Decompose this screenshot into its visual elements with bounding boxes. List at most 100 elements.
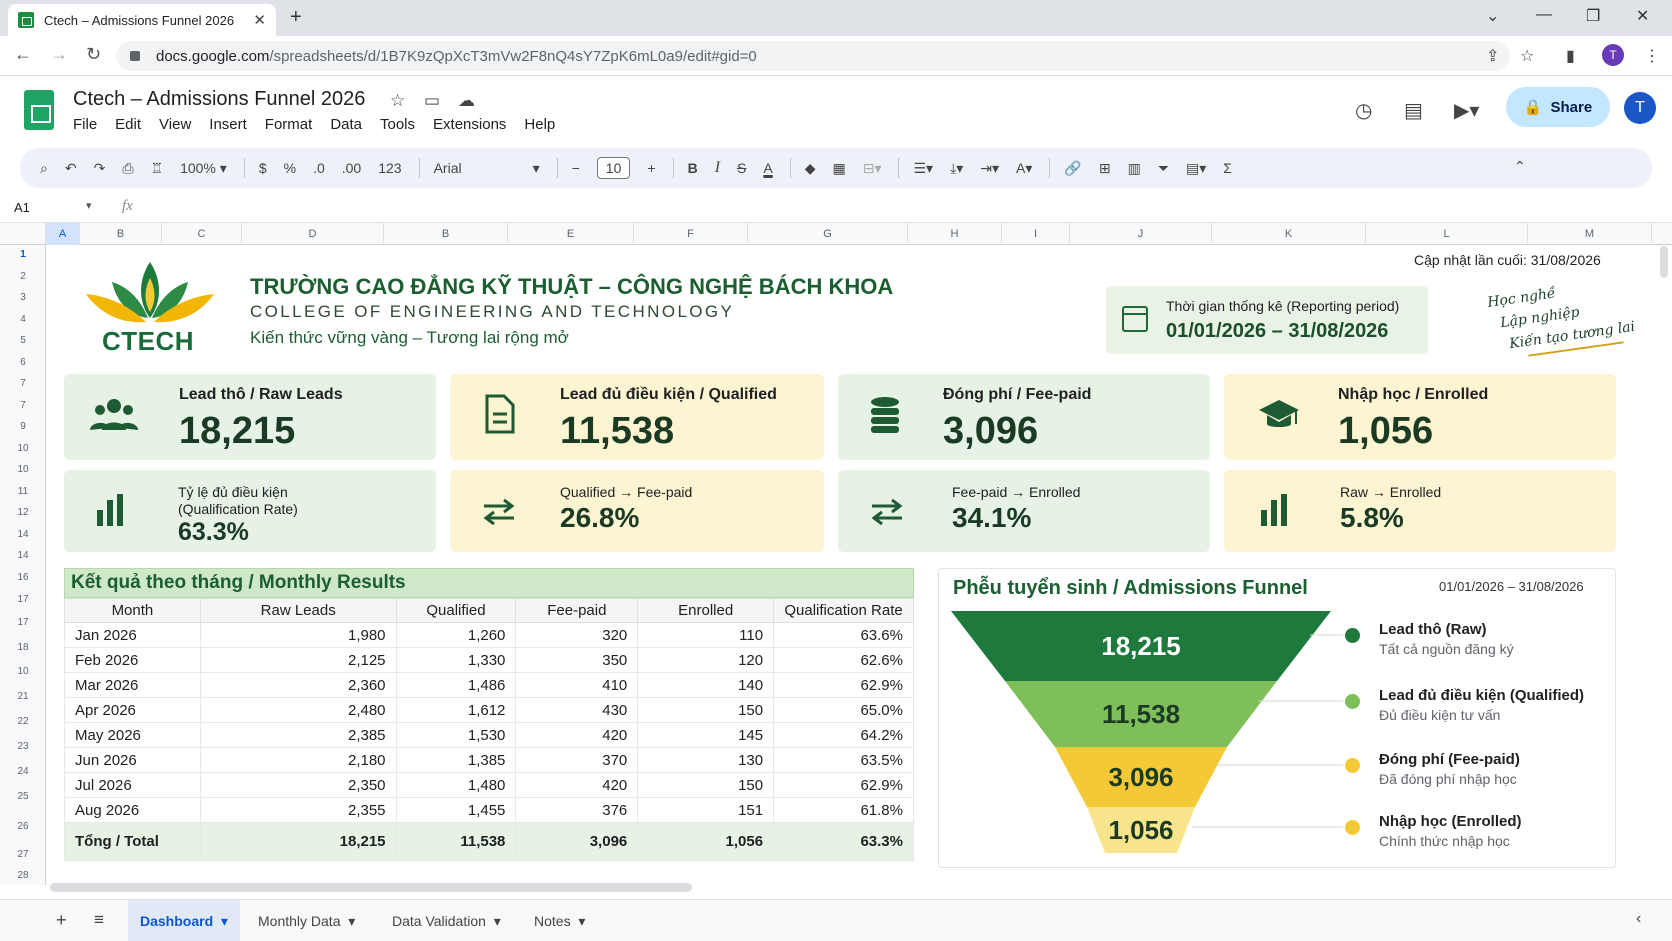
table-cell[interactable]: Mar 2026	[64, 672, 201, 698]
browser-profile-avatar[interactable]: T	[1602, 44, 1624, 66]
insert-chart-icon[interactable]: ▥	[1127, 159, 1141, 176]
table-cell[interactable]: 63.6%	[773, 622, 914, 648]
sheet-tab-menu-icon[interactable]: ▾	[220, 912, 228, 929]
row-header[interactable]: 26	[17, 821, 29, 832]
comments-icon[interactable]: ▤	[1404, 100, 1423, 122]
table-cell[interactable]: 1,612	[395, 697, 517, 723]
row-header[interactable]: 14	[17, 550, 29, 561]
browser-tab[interactable]: Ctech – Admissions Funnel 2026 ✕	[8, 4, 276, 36]
currency-format-button[interactable]: $	[258, 160, 267, 176]
search-menus-icon[interactable]: ⌕	[40, 159, 48, 176]
table-cell[interactable]: 2,350	[199, 772, 397, 798]
row-header[interactable]: 5	[20, 335, 26, 346]
menu-view[interactable]: View	[159, 116, 192, 133]
meet-icon[interactable]: ▶▾	[1454, 100, 1480, 122]
bookmark-star-icon[interactable]: ☆	[1520, 48, 1535, 65]
sheet-tab-menu-icon[interactable]: ▾	[493, 912, 501, 929]
column-header[interactable]: A	[46, 223, 80, 245]
row-header[interactable]: 25	[17, 791, 29, 802]
table-cell[interactable]: 1,530	[395, 722, 517, 748]
table-cell[interactable]: 2,355	[199, 797, 397, 823]
star-icon[interactable]: ☆	[390, 91, 406, 110]
version-history-icon[interactable]: ◷	[1355, 100, 1373, 122]
table-cell[interactable]: Jan 2026	[64, 622, 201, 648]
decrease-decimal-button[interactable]: .0	[313, 160, 325, 176]
row-header[interactable]: 14	[17, 529, 29, 540]
print-icon[interactable]: ⎙	[122, 159, 134, 176]
share-page-icon[interactable]: ⇪	[1486, 48, 1500, 65]
table-cell[interactable]: 62.6%	[773, 647, 914, 673]
paint-format-icon[interactable]: ♖	[150, 159, 164, 176]
column-header[interactable]: H	[908, 223, 1002, 245]
sheet-tab-monthly-data[interactable]: Monthly Data ▾	[246, 900, 367, 941]
row-header[interactable]: 23	[17, 741, 29, 752]
table-cell[interactable]: 430	[515, 697, 639, 723]
vertical-scrollbar[interactable]	[1660, 246, 1668, 278]
font-select[interactable]: Arial	[434, 160, 516, 176]
column-header[interactable]: G	[748, 223, 908, 245]
total-cell[interactable]: 1,056	[637, 822, 775, 861]
table-cell[interactable]: May 2026	[64, 722, 201, 748]
side-panel-icon[interactable]: ▮	[1566, 48, 1575, 65]
column-header[interactable]: B	[80, 223, 162, 245]
insert-link-icon[interactable]: 🔗	[1064, 159, 1082, 176]
column-header[interactable]: I	[1002, 223, 1070, 245]
undo-icon[interactable]: ↶	[64, 159, 77, 176]
total-cell[interactable]: 18,215	[199, 822, 397, 861]
account-avatar[interactable]: T	[1624, 92, 1656, 124]
column-header[interactable]: L	[1366, 223, 1528, 245]
bold-icon[interactable]: B	[687, 160, 698, 176]
sheet-tab-dashboard[interactable]: Dashboard ▾	[128, 900, 240, 941]
table-cell[interactable]: 2,125	[199, 647, 397, 673]
table-cell[interactable]: 1,486	[395, 672, 517, 698]
increase-font-size-icon[interactable]: +	[647, 160, 656, 176]
row-header[interactable]: 1	[20, 249, 26, 260]
row-header[interactable]: 22	[17, 716, 29, 727]
table-cell[interactable]: 120	[637, 647, 775, 673]
vertical-align-icon[interactable]: ⤓▾	[950, 159, 964, 176]
table-cell[interactable]: 65.0%	[773, 697, 914, 723]
merge-cells-icon[interactable]: ⊟▾	[862, 159, 882, 176]
borders-icon[interactable]: ▦	[832, 159, 846, 176]
filter-views-icon[interactable]: ▤▾	[1186, 159, 1207, 176]
row-header[interactable]: 28	[17, 870, 29, 881]
row-header[interactable]: 2	[20, 271, 26, 282]
menu-extensions[interactable]: Extensions	[433, 116, 507, 133]
text-wrapping-icon[interactable]: ⇥▾	[980, 159, 1000, 176]
table-cell[interactable]: 1,330	[395, 647, 517, 673]
total-cell[interactable]: 3,096	[515, 822, 639, 861]
sheet-tab-data-validation[interactable]: Data Validation ▾	[380, 900, 513, 941]
menu-help[interactable]: Help	[524, 116, 556, 133]
column-header[interactable]: B	[384, 223, 508, 245]
italic-icon[interactable]: I	[714, 159, 721, 176]
more-formats-button[interactable]: 123	[378, 160, 402, 176]
table-cell[interactable]: Feb 2026	[64, 647, 201, 673]
row-header[interactable]: 10	[17, 464, 29, 475]
tab-search-icon[interactable]: ⌄	[1486, 8, 1500, 25]
insert-comment-icon[interactable]: ⊞	[1098, 159, 1111, 176]
menu-data[interactable]: Data	[330, 116, 362, 133]
table-cell[interactable]: 110	[637, 622, 775, 648]
select-all-corner[interactable]	[0, 223, 46, 245]
sheet-tab-menu-icon[interactable]: ▾	[578, 912, 586, 929]
row-header[interactable]: 12	[17, 507, 29, 518]
sheets-logo-icon[interactable]	[24, 90, 54, 130]
table-cell[interactable]: 1,385	[395, 747, 517, 773]
strikethrough-icon[interactable]: S	[737, 160, 747, 176]
decrease-font-size-icon[interactable]: −	[571, 160, 580, 176]
column-header[interactable]: M	[1528, 223, 1652, 245]
move-folder-icon[interactable]: ▭	[424, 91, 441, 110]
table-cell[interactable]: 370	[515, 747, 639, 773]
all-sheets-icon[interactable]: ≡	[94, 910, 104, 929]
back-icon[interactable]: ←	[14, 44, 32, 64]
menu-format[interactable]: Format	[264, 116, 313, 133]
table-cell[interactable]: 1,455	[395, 797, 517, 823]
table-cell[interactable]: 1,480	[395, 772, 517, 798]
tab-close-icon[interactable]: ✕	[253, 12, 266, 29]
table-cell[interactable]: 150	[637, 772, 775, 798]
row-header[interactable]: 11	[17, 486, 29, 497]
new-tab-icon[interactable]: +	[290, 6, 302, 28]
forward-icon[interactable]: →	[50, 44, 68, 64]
total-cell[interactable]: 11,538	[395, 822, 517, 861]
collapse-toolbar-icon[interactable]: ⌃	[1514, 158, 1526, 174]
